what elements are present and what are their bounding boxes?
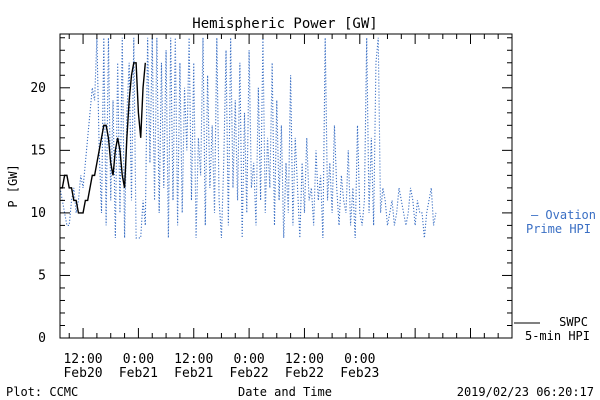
x-tick-label-date: Feb21	[174, 366, 213, 381]
y-tick-label: 5	[38, 268, 46, 283]
legend-ovation-line2: Prime HPI	[526, 222, 591, 236]
plot-frame	[59, 33, 513, 339]
x-axis: 12:00Feb200:00Feb2112:00Feb210:00Feb2212…	[63, 34, 513, 381]
legend-ovation-line1: — Ovation	[531, 208, 596, 222]
x-tick-label-time: 12:00	[174, 352, 213, 367]
x-tick-label-time: 12:00	[285, 352, 324, 367]
series-swpc-5min-hpi	[60, 62, 147, 214]
x-tick-label-time: 12:00	[63, 352, 102, 367]
footer-timestamp: 2019/02/23 06:20:17	[457, 385, 594, 399]
legend-swpc-line1: SWPC	[559, 315, 588, 329]
y-axis: 0 5 10 15 20	[30, 37, 512, 346]
x-axis-label: Date and Time	[238, 385, 332, 399]
legend-swpc-line2: 5-min HPI	[525, 329, 590, 343]
y-tick-label: 15	[30, 143, 46, 158]
chart-title: Hemispheric Power [GW]	[192, 16, 377, 32]
y-tick-label: 10	[30, 206, 46, 221]
x-tick-label-date: Feb21	[119, 366, 158, 381]
series-ovation-prime-hpi	[60, 37, 437, 239]
footer-source: Plot: CCMC	[6, 385, 78, 399]
x-tick-label-date: Feb22	[230, 366, 269, 381]
x-tick-label-date: Feb20	[63, 366, 102, 381]
y-tick-label: 0	[38, 331, 46, 346]
x-tick-label-date: Feb23	[340, 366, 379, 381]
x-tick-label-time: 0:00	[344, 352, 375, 367]
y-axis-label: P [GW]	[6, 164, 20, 207]
x-tick-label-time: 0:00	[123, 352, 154, 367]
y-tick-label: 20	[30, 81, 46, 96]
x-tick-label-time: 0:00	[233, 352, 264, 367]
x-tick-label-date: Feb22	[285, 366, 324, 381]
